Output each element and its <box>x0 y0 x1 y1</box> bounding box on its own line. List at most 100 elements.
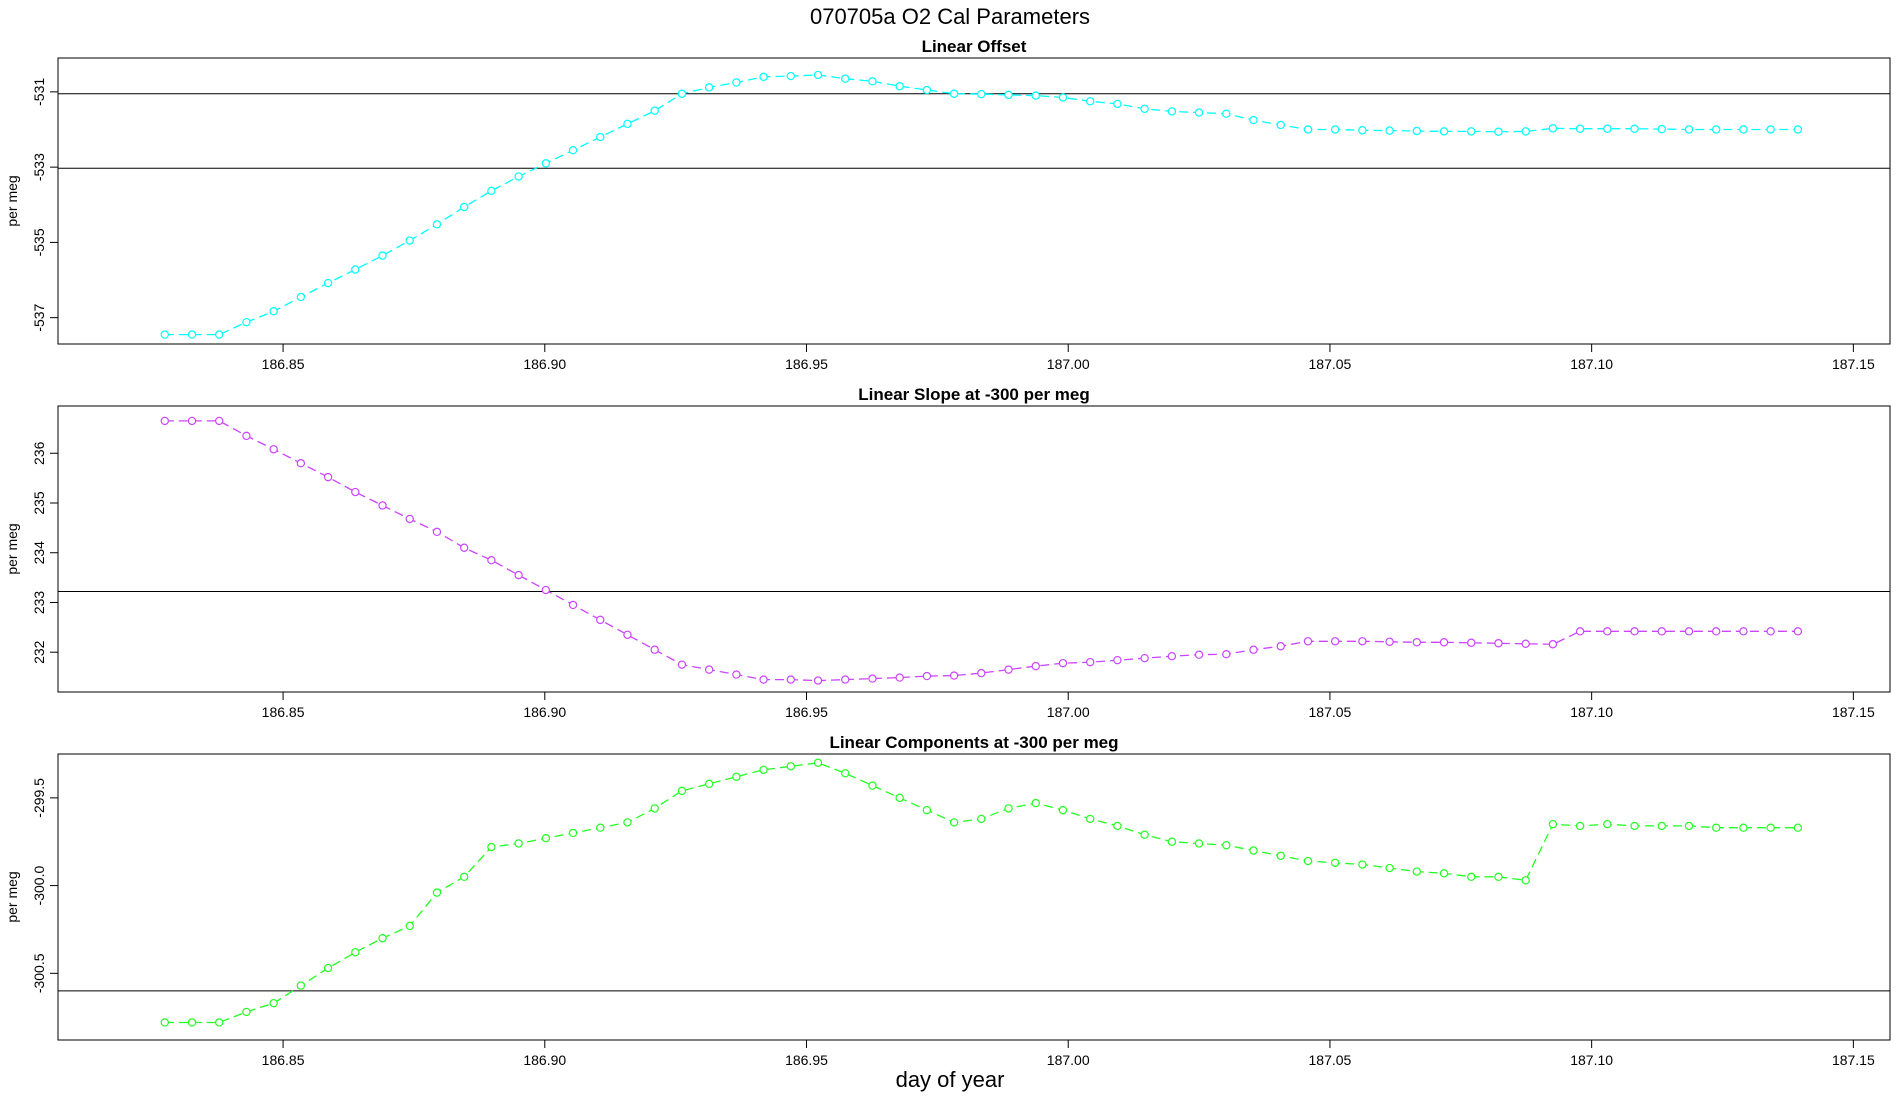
data-point <box>432 527 442 537</box>
data-point <box>269 307 278 316</box>
data-point <box>1575 124 1585 133</box>
data-point <box>977 668 986 678</box>
data-point <box>487 842 496 852</box>
data-point <box>596 823 605 832</box>
data-point <box>895 82 904 91</box>
data-point <box>160 1018 169 1027</box>
data-point <box>759 72 768 82</box>
data-point <box>677 660 687 669</box>
data-point <box>949 671 959 680</box>
x-tick-label: 187.15 <box>1832 356 1875 372</box>
data-point <box>977 89 986 99</box>
data-point <box>1548 819 1558 829</box>
y-tick-label: -537 <box>31 303 47 331</box>
x-tick-label: 187.00 <box>1047 704 1090 720</box>
data-point <box>596 615 605 625</box>
data-point <box>1684 627 1694 636</box>
data-point <box>1113 821 1122 831</box>
data-point <box>1712 823 1721 832</box>
data-point <box>1657 821 1666 831</box>
data-point <box>459 872 469 882</box>
data-point <box>1004 90 1013 100</box>
data-point <box>704 83 714 92</box>
plot-frame <box>57 57 1891 345</box>
data-point <box>1630 821 1639 831</box>
data-point <box>650 804 659 813</box>
data-point <box>1140 653 1149 663</box>
data-point <box>813 676 823 685</box>
data-point <box>568 145 578 155</box>
data-point <box>1194 650 1204 659</box>
data-point <box>432 220 442 229</box>
data-point <box>269 445 278 454</box>
data-point <box>1222 841 1231 850</box>
data-point <box>1439 638 1449 647</box>
data-point <box>459 202 469 212</box>
data-point <box>296 981 306 990</box>
data-point <box>1113 99 1122 109</box>
x-tick-label: 187.05 <box>1309 1052 1352 1068</box>
data-point <box>1004 665 1013 674</box>
data-point <box>1467 638 1476 647</box>
data-point <box>704 665 714 674</box>
data-point <box>405 236 414 245</box>
figure-title: 070705a O2 Cal Parameters <box>810 4 1090 29</box>
data-point <box>1167 107 1177 116</box>
data-point <box>323 963 333 973</box>
data-point <box>1330 637 1340 646</box>
data-point <box>568 600 578 610</box>
data-point <box>1086 657 1095 667</box>
plot-frame <box>57 753 1891 1041</box>
x-tick-label: 187.05 <box>1309 704 1352 720</box>
data-point <box>1412 638 1422 647</box>
data-point <box>1385 863 1394 873</box>
data-point <box>1712 627 1721 636</box>
data-point <box>1004 804 1013 813</box>
plot-frame <box>57 405 1891 693</box>
x-tick-label: 186.95 <box>785 356 828 372</box>
panel-2: Linear Slope at -300 per meg 186.85 186.90… <box>4 385 1891 720</box>
y-axis-label: per meg <box>4 871 20 922</box>
data-point <box>1058 805 1068 815</box>
data-point <box>1521 127 1530 136</box>
data-point <box>1630 627 1639 636</box>
data-point <box>351 948 360 957</box>
x-tick-label: 187.10 <box>1570 704 1613 720</box>
x-axis-label: day of year <box>896 1067 1005 1092</box>
data-point <box>841 769 850 778</box>
data-point <box>1303 125 1313 134</box>
data-point <box>1330 858 1340 867</box>
data-point <box>1276 851 1285 860</box>
data-point <box>1249 846 1258 855</box>
data-point <box>1358 637 1367 646</box>
data-point <box>841 675 850 684</box>
data-point <box>1521 876 1530 885</box>
data-point <box>677 89 687 98</box>
data-point <box>323 472 333 482</box>
data-point <box>650 645 659 654</box>
data-point <box>1657 627 1666 636</box>
data-point <box>296 292 306 302</box>
data-point <box>351 265 360 274</box>
y-tick-label: 233 <box>31 591 47 615</box>
data-point <box>1548 640 1558 649</box>
x-tick-label: 186.95 <box>785 1052 828 1068</box>
data-point <box>1113 655 1122 665</box>
data-point <box>1276 642 1285 651</box>
x-tick-label: 186.90 <box>523 356 566 372</box>
data-point <box>323 278 333 288</box>
data-point <box>160 330 169 339</box>
data-point <box>1058 93 1068 102</box>
data-point <box>1494 872 1503 882</box>
data-point <box>977 814 986 824</box>
y-tick-label: -533 <box>31 153 47 181</box>
data-point <box>1249 645 1258 654</box>
data-point <box>215 416 224 426</box>
series-line <box>164 74 1798 336</box>
data-point <box>1793 823 1803 832</box>
data-point <box>1412 126 1422 136</box>
data-point <box>160 416 169 426</box>
y-tick-label: 235 <box>31 491 47 515</box>
data-point <box>1521 639 1530 648</box>
